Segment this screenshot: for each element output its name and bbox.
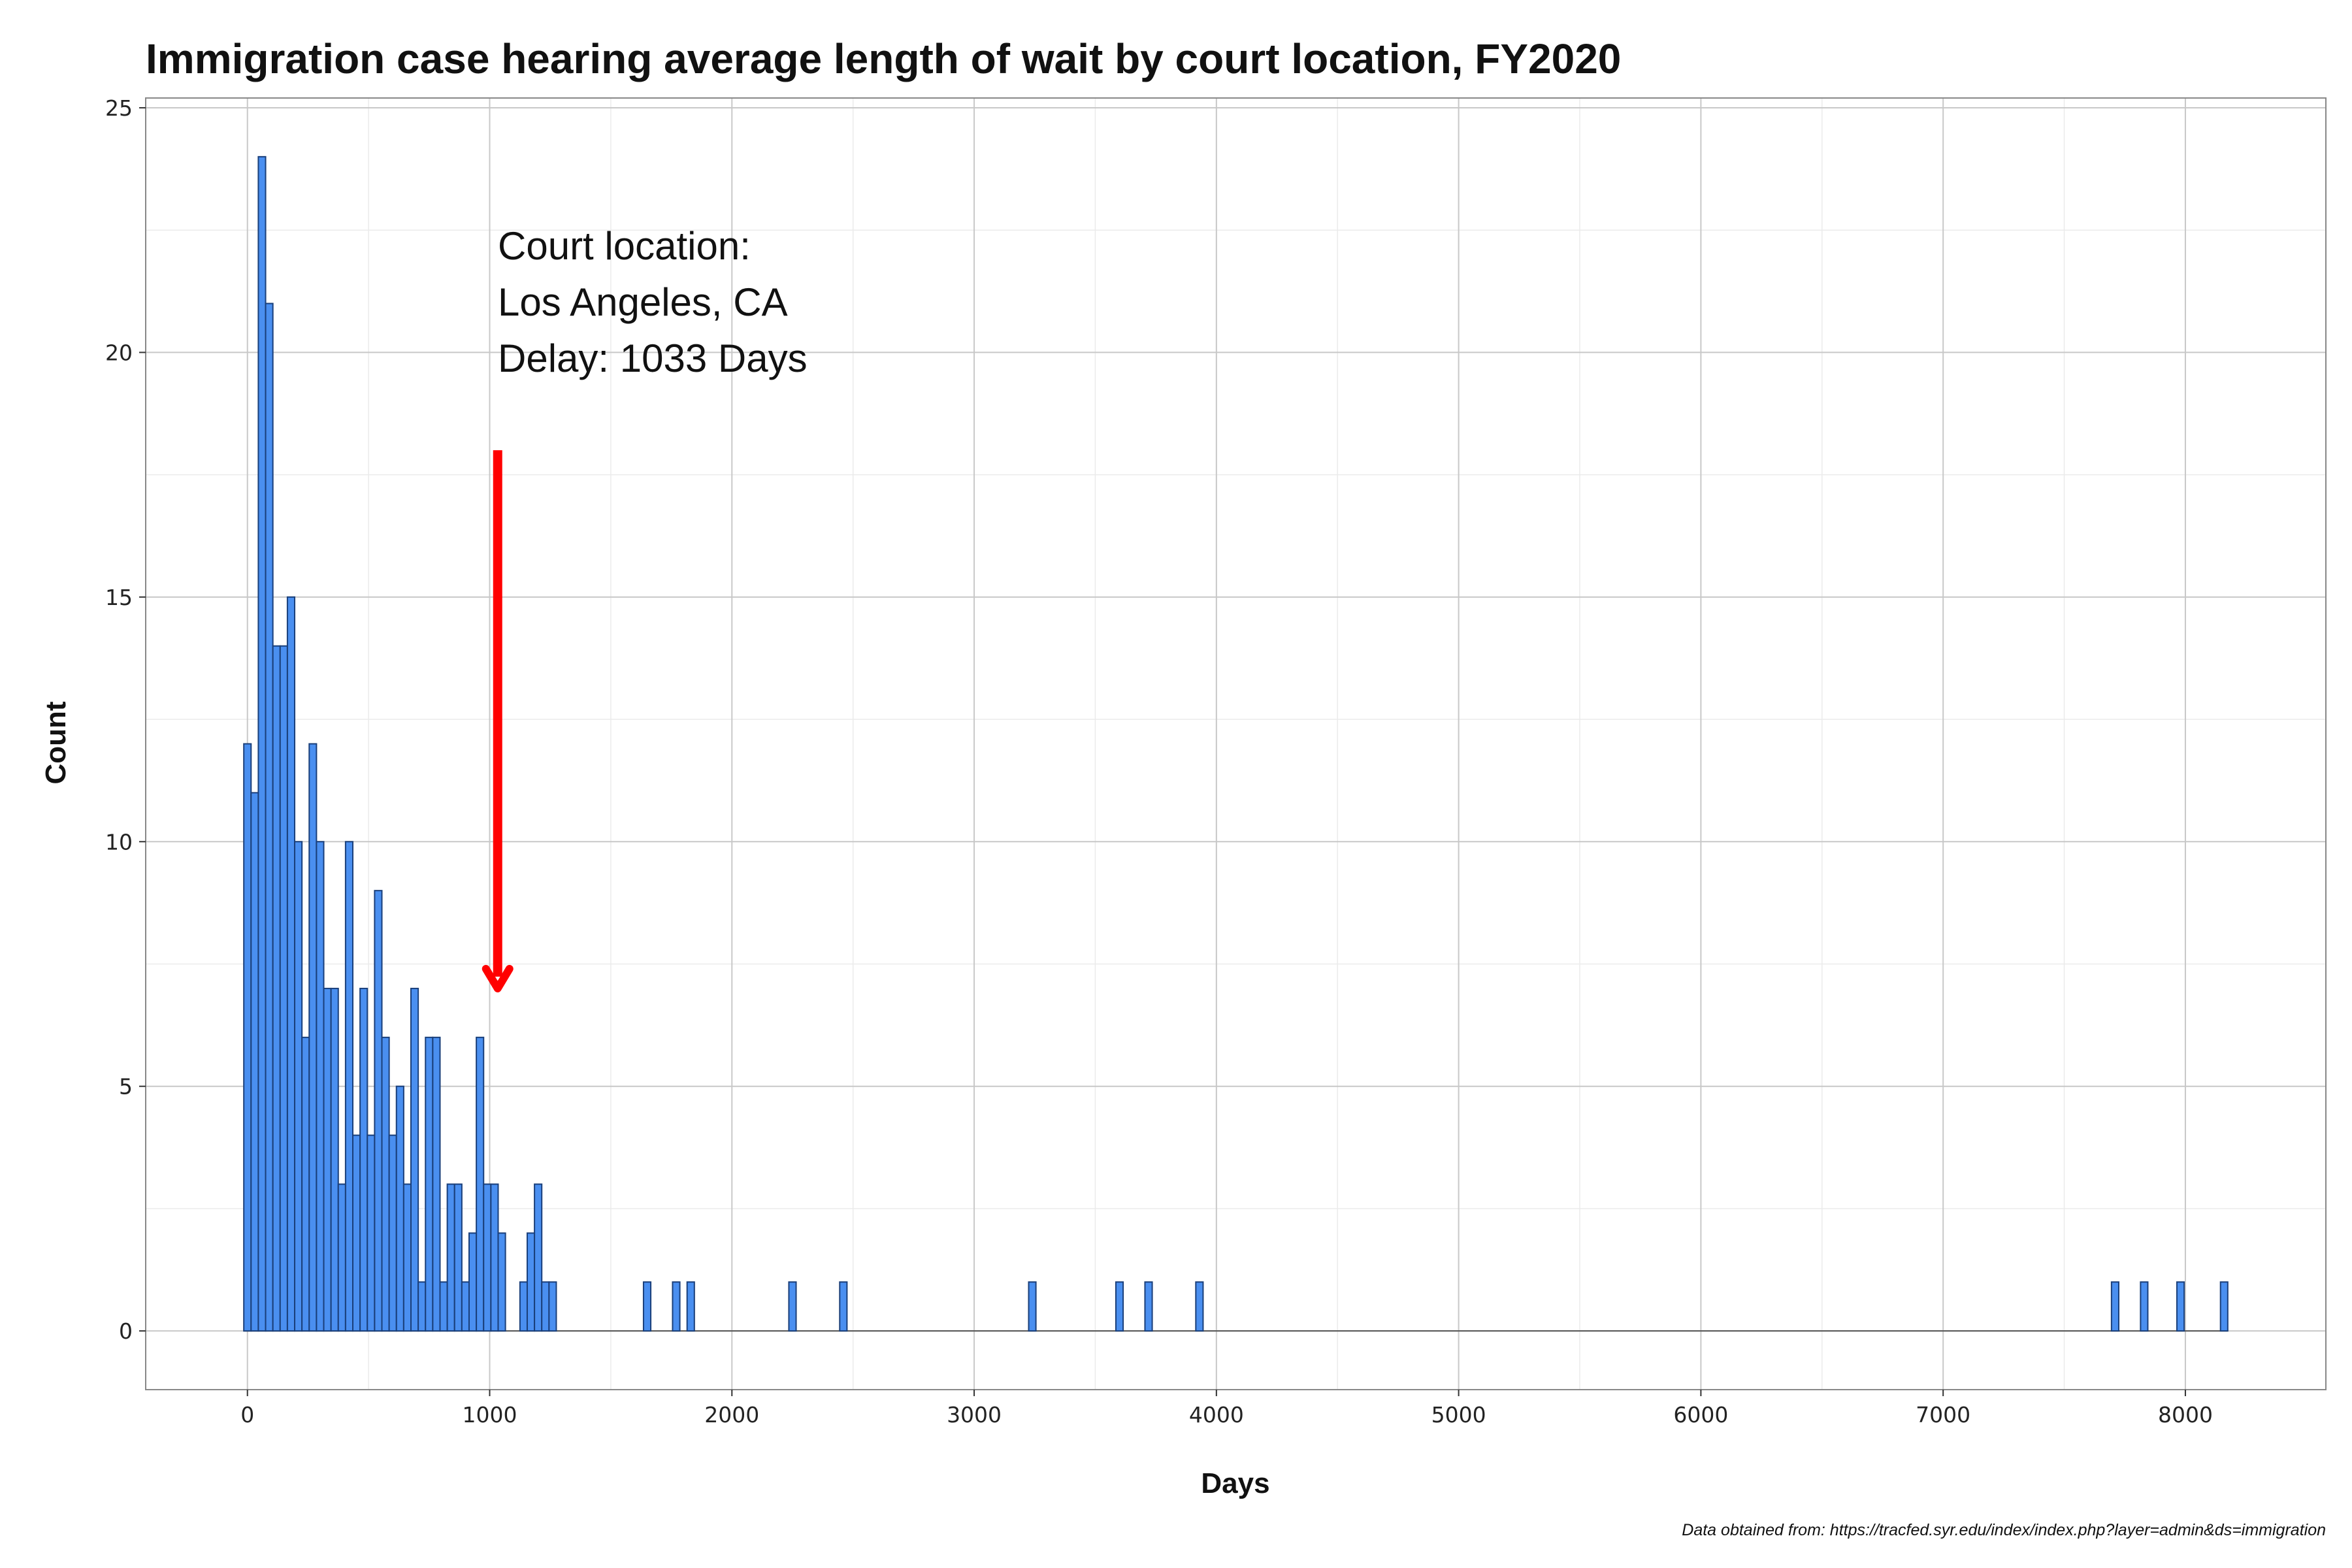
x-tick-label: 6000 (1673, 1402, 1728, 1428)
histogram-bar (1195, 1281, 1204, 1332)
histogram-bar (2176, 1281, 2185, 1332)
annotation-line-2: Los Angeles, CA (498, 280, 788, 324)
histogram-bar (1144, 1281, 1153, 1332)
annotation-line-1: Court location: (498, 224, 751, 268)
histogram-bar (788, 1281, 797, 1332)
x-tick-label: 3000 (947, 1402, 1002, 1428)
histogram-bar (323, 987, 332, 1332)
histogram-bar (642, 1281, 652, 1332)
x-tick-label: 7000 (1916, 1402, 1970, 1428)
histogram-bar (534, 1183, 543, 1332)
x-tick-label: 2000 (704, 1402, 759, 1428)
histogram-bar (461, 1281, 470, 1332)
x-tick-label: 4000 (1189, 1402, 1244, 1428)
arrow-head (482, 964, 514, 992)
annotation-line-3: Delay: 1033 Days (498, 336, 808, 380)
histogram-bar (250, 792, 259, 1332)
x-axis-title: Days (1201, 1467, 1269, 1499)
histogram-bar (1115, 1281, 1124, 1332)
histogram-bar (337, 1183, 346, 1332)
histogram-bar (446, 1183, 455, 1332)
histogram-bar (410, 987, 419, 1332)
histogram-bar (294, 841, 303, 1332)
histogram-bar (468, 1232, 478, 1332)
histogram-bar (308, 743, 318, 1332)
histogram-bar (1028, 1281, 1037, 1332)
y-tick-label: 10 (105, 829, 133, 855)
histogram-bar (432, 1036, 441, 1332)
histogram-bar (497, 1232, 506, 1332)
bars-group (243, 155, 2229, 1332)
histogram-bar (425, 1036, 434, 1332)
histogram-bar (476, 1036, 485, 1332)
y-tick-label: 15 (105, 585, 133, 610)
y-axis-title: Count (40, 701, 72, 784)
chart-title: Immigration case hearing average length … (146, 35, 1621, 82)
histogram-bar (672, 1281, 681, 1332)
histogram-bar (2219, 1281, 2229, 1332)
histogram-bar (541, 1281, 550, 1332)
histogram-bar (417, 1281, 427, 1332)
histogram-bar (519, 1281, 528, 1332)
plot-panel-border (145, 97, 2327, 1390)
histogram-bar (257, 155, 267, 1332)
annotation-group: Court location: Los Angeles, CA Delay: 1… (498, 224, 808, 380)
y-tick-label: 5 (119, 1074, 133, 1100)
histogram-bar (686, 1281, 695, 1332)
histogram-bar (381, 1036, 390, 1332)
histogram-bar (330, 987, 339, 1332)
histogram-bar (279, 645, 288, 1332)
histogram-bar (490, 1183, 499, 1332)
histogram-bar (265, 302, 274, 1332)
histogram-bar (439, 1281, 448, 1332)
histogram-bar (286, 596, 296, 1332)
histogram-bar (2140, 1281, 2149, 1332)
histogram-bar (395, 1085, 404, 1332)
x-tick-label: 8000 (2158, 1402, 2213, 1428)
x-tick-label: 0 (240, 1402, 254, 1428)
x-tick-label: 5000 (1431, 1402, 1486, 1428)
histogram-bar (526, 1232, 536, 1332)
y-tick-label: 20 (105, 340, 133, 365)
x-axis-ticks: 0 1000 2000 3000 4000 5000 6000 7000 8000 (240, 1390, 2213, 1428)
histogram-bar (359, 987, 368, 1332)
histogram-bar (2110, 1281, 2119, 1332)
y-tick-label: 25 (105, 95, 133, 121)
histogram-bar (352, 1134, 361, 1332)
histogram-bar (374, 890, 383, 1332)
histogram-bar (243, 743, 252, 1332)
y-axis-ticks: 0 5 10 15 20 25 (105, 95, 146, 1344)
histogram-bar (272, 645, 281, 1332)
histogram-bar (301, 1036, 310, 1332)
histogram-bar (344, 841, 354, 1332)
histogram-bar (402, 1183, 412, 1332)
histogram-bar (483, 1183, 492, 1332)
histogram-bar (367, 1134, 376, 1332)
histogram-bar (453, 1183, 463, 1332)
histogram-bar (839, 1281, 848, 1332)
x-tick-label: 1000 (463, 1402, 517, 1428)
histogram-bar (388, 1134, 397, 1332)
data-source-caption: Data obtained from: https://tracfed.syr.… (1682, 1521, 2326, 1539)
annotation-arrow (482, 450, 514, 992)
histogram-bar (316, 841, 325, 1332)
y-tick-label: 0 (119, 1318, 133, 1344)
histogram-bar (548, 1281, 557, 1332)
